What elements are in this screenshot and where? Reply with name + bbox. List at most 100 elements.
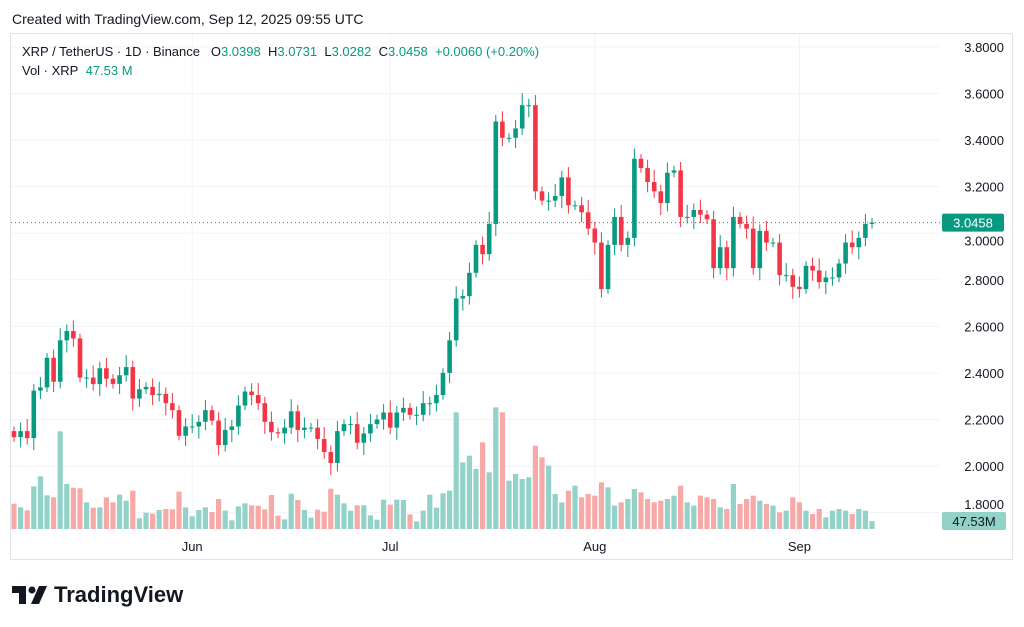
y-tick-label: 2.0000	[964, 459, 1004, 474]
candle-body	[38, 387, 43, 391]
y-tick-label: 3.4000	[964, 133, 1004, 148]
volume-bar	[70, 487, 76, 529]
candle-body	[645, 168, 650, 183]
candle-body	[750, 228, 756, 269]
candle-body	[183, 426, 188, 436]
volume-bar	[242, 503, 248, 529]
volume-bar	[572, 485, 578, 529]
volume-bar	[295, 500, 301, 529]
volume-bar	[301, 510, 307, 529]
volume-bar	[84, 502, 90, 529]
volume-bar	[354, 505, 360, 529]
candle-body	[71, 331, 76, 339]
volume-bar	[361, 505, 367, 529]
volume-bar	[823, 517, 829, 529]
volume-bar	[532, 445, 538, 529]
volume-bar	[843, 510, 849, 529]
y-tick-label: 2.8000	[964, 273, 1004, 288]
candle-body	[552, 195, 558, 201]
candle-body	[203, 410, 208, 422]
candle-body	[539, 191, 545, 201]
volume-bar	[249, 505, 255, 529]
volume-bar	[77, 488, 83, 529]
volume-bar	[658, 500, 664, 529]
candle-body	[500, 121, 505, 138]
y-tick-label: 3.8000	[964, 40, 1004, 55]
candle-body	[24, 431, 30, 439]
volume-bar	[97, 507, 103, 529]
volume-bar	[783, 510, 789, 529]
candle-body	[242, 391, 248, 406]
volume-bar	[790, 497, 796, 529]
volume-bar	[117, 494, 123, 529]
candle-body	[229, 426, 235, 430]
candle-body	[816, 270, 822, 283]
volume-bar	[275, 515, 281, 529]
volume-bar	[684, 502, 690, 529]
volume-bar	[288, 493, 294, 529]
volume-bar	[678, 485, 684, 529]
candle-body	[698, 209, 703, 215]
volume-bar	[526, 477, 532, 529]
volume-bar	[770, 505, 776, 529]
candle-body	[486, 223, 492, 255]
candle-body	[473, 244, 479, 273]
x-tick-label: Sep	[788, 539, 811, 554]
volume-bar	[156, 510, 162, 529]
volume-bar	[796, 502, 802, 529]
volume-bar	[229, 520, 235, 529]
y-tick-label: 3.6000	[964, 87, 1004, 102]
volume-bar	[123, 500, 129, 529]
volume-bar	[255, 505, 261, 529]
volume-bar	[44, 495, 50, 529]
volume-bar	[176, 491, 182, 529]
volume-bar	[387, 504, 393, 529]
candle-body	[368, 424, 373, 434]
candle-body	[123, 367, 129, 376]
volume-bar	[565, 490, 571, 529]
volume-bar	[585, 494, 591, 529]
volume-bar	[493, 407, 499, 529]
candle-body	[632, 158, 637, 238]
candle-body	[302, 427, 307, 430]
volume-bar	[183, 507, 189, 529]
volume-bar	[348, 510, 354, 529]
candle-body	[394, 412, 400, 428]
volume-bar	[862, 510, 868, 529]
volume-bar	[651, 502, 657, 529]
chart-legend: XRP / TetherUS · 1D · Binance O3.0398 H3…	[22, 42, 539, 80]
candle-body	[460, 296, 466, 299]
candle-body	[348, 424, 353, 426]
candle-body	[189, 426, 195, 428]
chart-frame[interactable]	[10, 33, 1013, 560]
candle-body	[618, 216, 624, 245]
volume-bar	[334, 494, 340, 529]
symbol-label[interactable]: XRP / TetherUS · 1D · Binance	[22, 44, 200, 59]
candle-body	[51, 357, 56, 382]
candle-body	[275, 432, 281, 434]
volume-bar	[671, 495, 677, 529]
volume-bar	[189, 516, 195, 529]
volume-bar	[763, 504, 769, 529]
volume-bar	[24, 510, 30, 529]
candle-body	[57, 340, 63, 382]
volume-bar	[829, 510, 835, 529]
candle-body	[170, 403, 175, 411]
candle-body	[744, 223, 749, 229]
candle-body	[783, 275, 789, 277]
candle-body	[493, 121, 499, 224]
candle-body	[612, 216, 617, 245]
volume-bar	[598, 482, 604, 529]
volume-bar	[235, 506, 241, 529]
close-value: 3.0458	[387, 44, 428, 59]
candle-body	[387, 412, 393, 428]
volume-bar	[499, 412, 505, 529]
candle-body	[335, 431, 340, 464]
volume-bar	[730, 484, 736, 529]
last-volume-label: 47.53M	[952, 514, 995, 529]
volume-bar	[136, 518, 142, 529]
change-value: +0.0060 (+0.20%)	[434, 44, 540, 59]
volume-bar	[592, 495, 598, 529]
volume-bar	[506, 480, 512, 529]
